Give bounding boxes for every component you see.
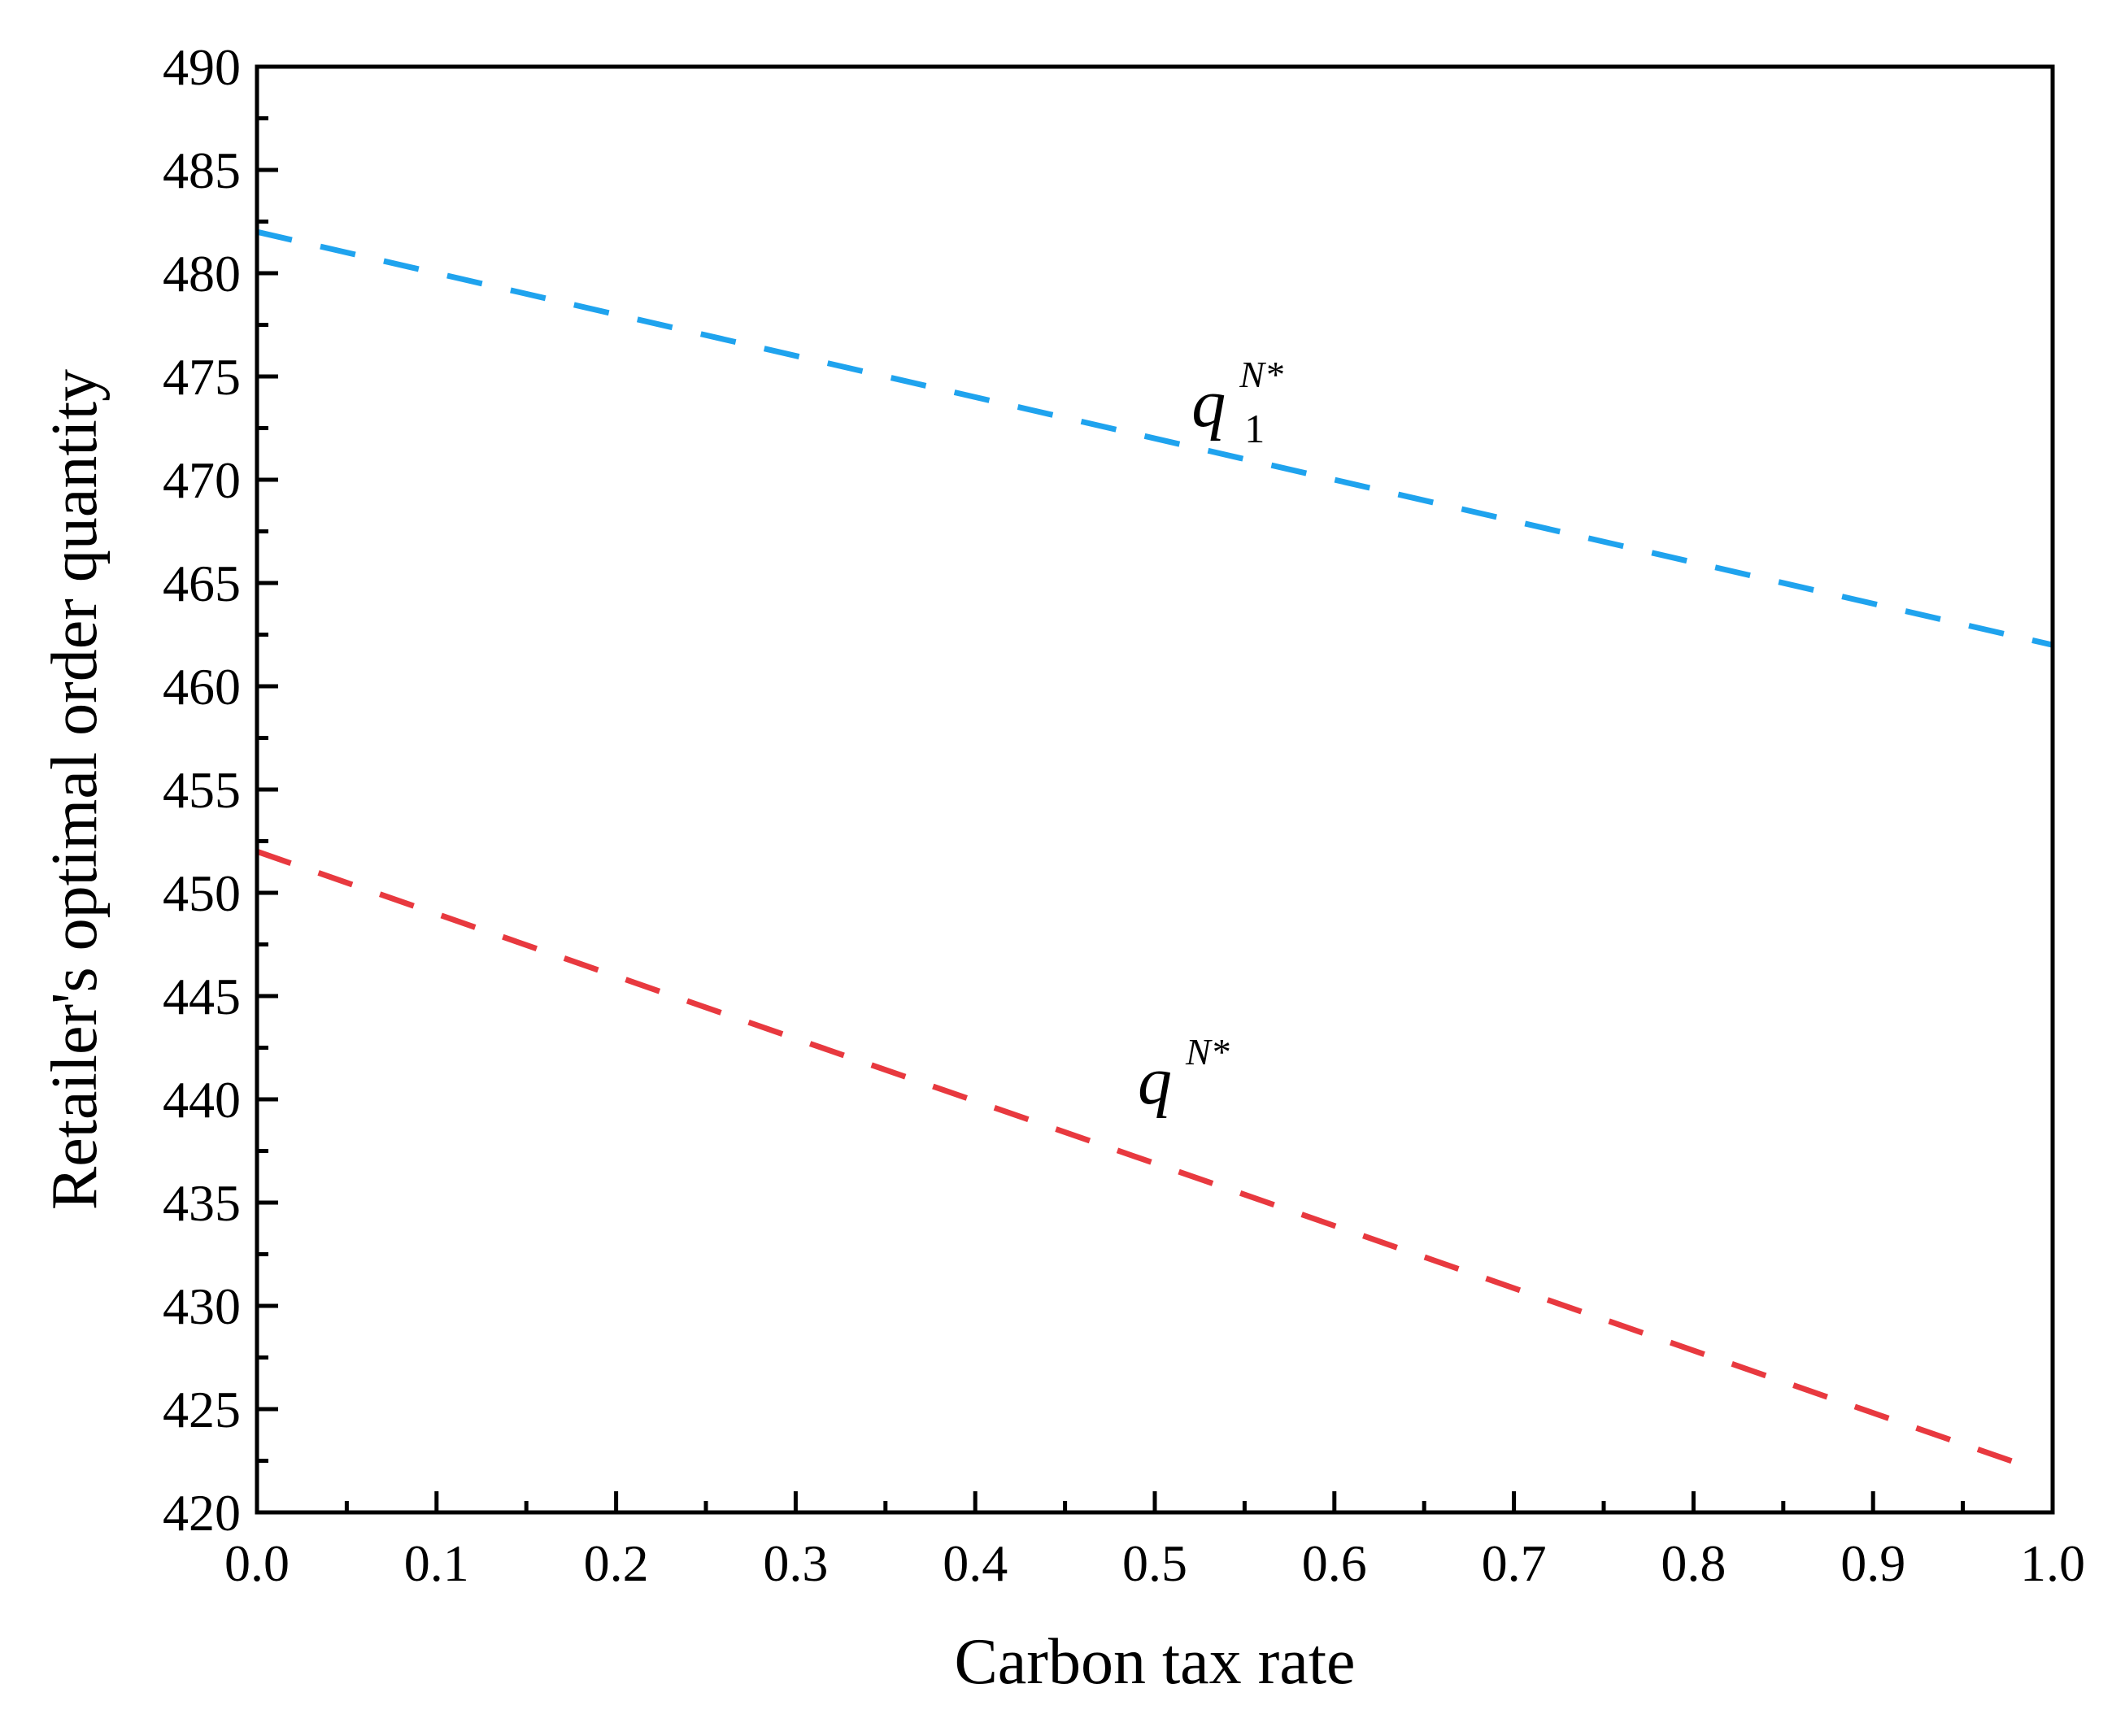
series-label-base: q	[1138, 1043, 1172, 1119]
series-label-sub: 1	[1244, 406, 1265, 451]
x-tick-label: 0.8	[1661, 1534, 1726, 1592]
series-label-sup: N*	[1239, 354, 1283, 395]
labels-layer: 0.0 0.1 0.2 0.3 0.4 0.5 0.6 0.7 0.8 0.9 1.0 420 425 4…	[163, 38, 2085, 1592]
y-tick-label: 420	[163, 1484, 241, 1542]
y-tick-label: 450	[163, 864, 241, 922]
series-label-2: q N*	[1138, 1031, 1230, 1119]
y-tick-label: 470	[163, 451, 241, 509]
series-label-1: q 1 N*	[1191, 354, 1283, 451]
y-tick-label: 430	[163, 1277, 241, 1335]
y-tick-label: 435	[163, 1174, 241, 1232]
y-tick-label: 485	[163, 141, 241, 199]
y-tick-label: 440	[163, 1071, 241, 1129]
x-tick-label: 0.6	[1302, 1534, 1367, 1592]
x-tick-label: 0.1	[404, 1534, 469, 1592]
y-tick-label: 445	[163, 968, 241, 1025]
y-axis-title: Retailer's optimal order quantity	[39, 369, 111, 1210]
series-label-sup: N*	[1185, 1031, 1230, 1072]
x-tick-label: 0.7	[1482, 1534, 1547, 1592]
x-tick-label: 0.9	[1840, 1534, 1905, 1592]
series-layer	[255, 228, 2053, 1466]
x-axis-title: Carbon tax rate	[954, 1626, 1355, 1698]
x-tick-label: 0.2	[584, 1534, 649, 1592]
series-line-2	[255, 848, 2018, 1466]
x-tick-label: 0.0	[224, 1534, 290, 1592]
x-tick-label: 1.0	[2020, 1534, 2085, 1592]
series-line-1	[256, 228, 2053, 648]
y-tick-label: 490	[163, 38, 241, 96]
plot-frame	[255, 64, 2055, 1515]
y-tick-label: 455	[163, 761, 241, 819]
series-label-base: q	[1191, 366, 1226, 442]
y-tick-label: 465	[163, 555, 241, 612]
y-tick-label: 425	[163, 1381, 241, 1438]
y-tick-label: 460	[163, 658, 241, 716]
x-tick-label: 0.4	[943, 1534, 1008, 1592]
y-tick-label: 480	[163, 245, 241, 302]
y-tick-label: 475	[163, 348, 241, 406]
x-tick-label: 0.5	[1122, 1534, 1187, 1592]
x-tick-label: 0.3	[763, 1534, 828, 1592]
